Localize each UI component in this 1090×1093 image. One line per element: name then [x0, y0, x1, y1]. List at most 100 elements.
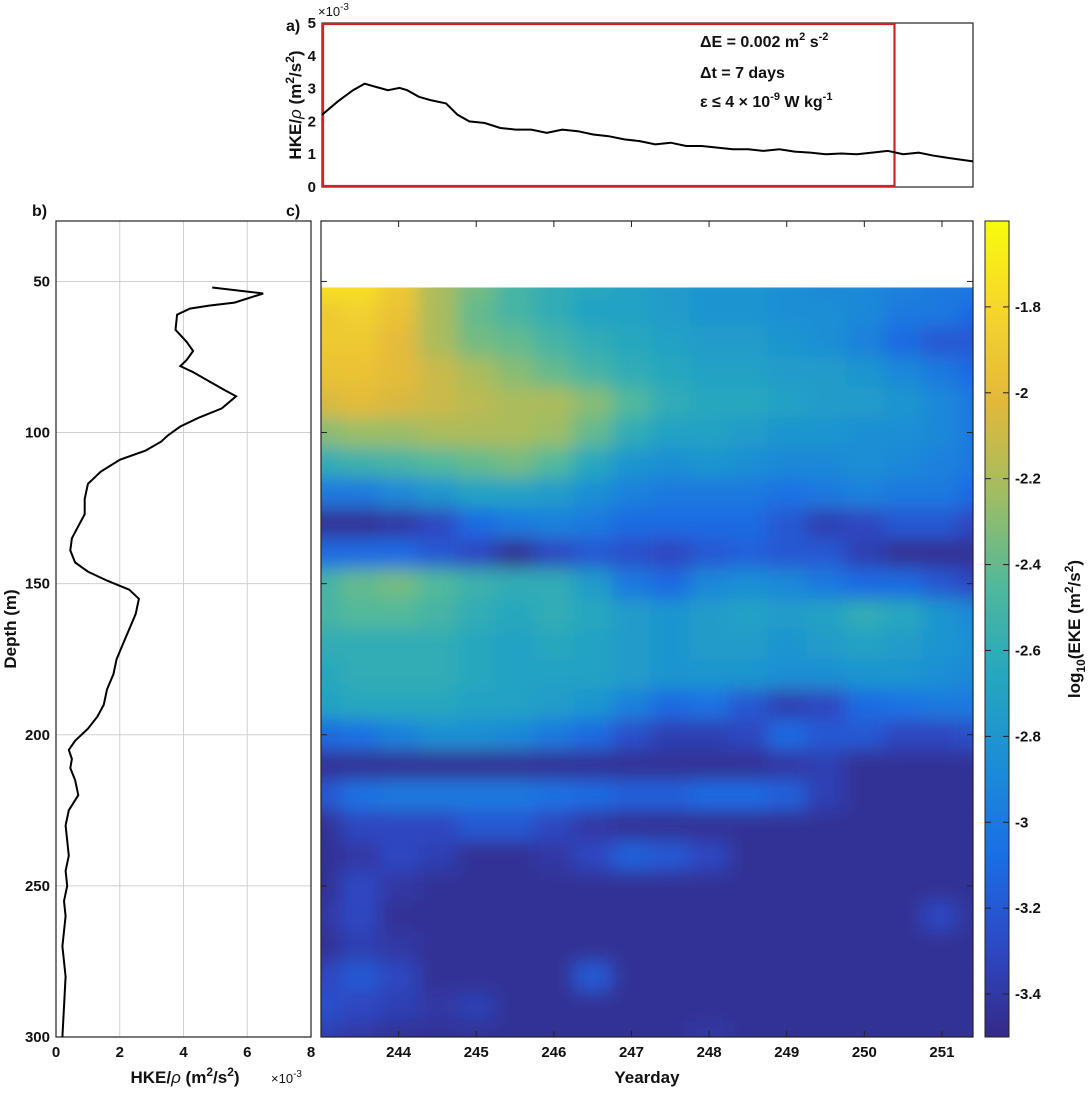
- heatmap-cell: [418, 417, 458, 449]
- heatmap-cell: [728, 477, 769, 509]
- heatmap-cell: [767, 840, 807, 872]
- colorbar-label: log10(EKE (m2/s2): [1062, 560, 1088, 698]
- heatmap-cell: [689, 326, 730, 358]
- heatmap-cell: [844, 629, 885, 660]
- heatmap-cell: [534, 417, 575, 449]
- heatmap-cell: [456, 598, 497, 630]
- heatmap-cell: [883, 299, 924, 328]
- heatmap-cell: [418, 749, 458, 781]
- panel-a-hke-timeseries: a) 0 1 2 3 4 5 ×10-3 HKE/ρ (m2/s2) ΔE = 0.002…: [283, 2, 974, 196]
- heatmap-cell: [534, 357, 575, 388]
- heatmap-cell: [922, 477, 959, 509]
- heatmap-cell: [340, 417, 380, 449]
- heatmap-cell: [534, 477, 575, 509]
- heatmap-cell: [495, 780, 536, 812]
- heatmap-cell: [379, 870, 419, 902]
- heatmap-cell: [612, 931, 652, 963]
- heatmap-cell: [844, 477, 885, 509]
- heatmap-cell: [495, 749, 536, 781]
- heatmap-cell: [418, 719, 458, 751]
- heatmap-cell: [456, 870, 497, 902]
- heatmap-cell: [922, 689, 959, 721]
- heatmap-cell: [728, 387, 769, 419]
- heatmap-cell: [728, 719, 769, 751]
- heatmap-cell: [767, 357, 807, 388]
- heatmap-cell: [379, 508, 419, 540]
- heatmap-cell: [456, 931, 497, 963]
- heatmap-cell: [612, 508, 652, 540]
- heatmap-cell: [883, 357, 924, 388]
- heatmap-cell: [922, 749, 959, 781]
- heatmap-cell: [321, 991, 342, 1023]
- heatmap-cell: [534, 598, 575, 630]
- heatmap-cell: [612, 629, 652, 660]
- colorbar-tick-label: -2.4: [1015, 557, 1042, 574]
- heatmap-cell: [922, 357, 959, 388]
- heatmap-cell: [844, 417, 885, 449]
- heatmap-cell: [418, 477, 458, 509]
- heatmap-cell: [573, 810, 613, 842]
- heatmap-cell: [922, 629, 959, 660]
- heatmap-cell: [806, 870, 846, 902]
- heatmap-cell: [957, 387, 973, 419]
- heatmap-cell: [418, 991, 458, 1023]
- heatmap-cell: [728, 447, 769, 479]
- heatmap-cell: [379, 901, 419, 932]
- heatmap-cell: [321, 357, 342, 388]
- heatmap-cell: [883, 749, 924, 781]
- heatmap-cell: [728, 840, 769, 872]
- heatmap-cell: [495, 629, 536, 660]
- heatmap-cell: [883, 568, 924, 600]
- heatmap-cell: [844, 810, 885, 842]
- heatmap-cell: [650, 447, 691, 479]
- heatmap-cell: [379, 780, 419, 812]
- heatmap-cell: [844, 326, 885, 358]
- heatmap-cell: [728, 810, 769, 842]
- heatmap-cell: [922, 901, 959, 932]
- heatmap-cell: [689, 810, 730, 842]
- heatmap-cell: [883, 870, 924, 902]
- heatmap-cell: [379, 749, 419, 781]
- heatmap-cell: [767, 901, 807, 932]
- heatmap-cell: [957, 568, 973, 600]
- heatmap-cell: [573, 719, 613, 751]
- heatmap-cell: [612, 357, 652, 388]
- heatmap-cell: [456, 901, 497, 932]
- heatmap-cell: [495, 568, 536, 600]
- heatmap-cell: [340, 901, 380, 932]
- panel-c-x-axis-label: Yearday: [614, 1068, 680, 1087]
- heatmap-cell: [806, 447, 846, 479]
- heatmap-cell: [883, 629, 924, 660]
- heatmap-cell: [456, 961, 497, 993]
- heatmap-cell: [806, 357, 846, 388]
- heatmap-cell: [883, 931, 924, 963]
- heatmap-cell: [844, 568, 885, 600]
- heatmap-cell: [883, 447, 924, 479]
- heatmap-cell: [456, 538, 497, 570]
- heatmap-cell: [767, 508, 807, 540]
- heatmap-cell: [922, 417, 959, 449]
- heatmap-cell: [883, 417, 924, 449]
- heatmap-cell: [340, 387, 380, 419]
- heatmap-cell: [379, 568, 419, 600]
- heatmap-cell: [495, 447, 536, 479]
- heatmap-cell: [495, 357, 536, 388]
- heatmap-cell: [922, 538, 959, 570]
- heatmap-cell: [321, 870, 342, 902]
- heatmap-cell: [573, 840, 613, 872]
- heatmap-cell: [957, 870, 973, 902]
- heatmap-cell: [573, 299, 613, 328]
- heatmap-cell: [650, 749, 691, 781]
- heatmap-cell: [418, 357, 458, 388]
- heatmap-cell: [321, 901, 342, 932]
- heatmap-cell: [650, 568, 691, 600]
- panel-b-x-multiplier: ×10-3: [271, 1069, 302, 1086]
- heatmap-cell: [922, 810, 959, 842]
- heatmap-cell: [650, 387, 691, 419]
- heatmap-cell: [495, 961, 536, 993]
- heatmap-cell: [379, 991, 419, 1023]
- heatmap-cell: [612, 719, 652, 751]
- heatmap-cell: [379, 357, 419, 388]
- heatmap-cell: [689, 1021, 730, 1037]
- heatmap-cell: [844, 357, 885, 388]
